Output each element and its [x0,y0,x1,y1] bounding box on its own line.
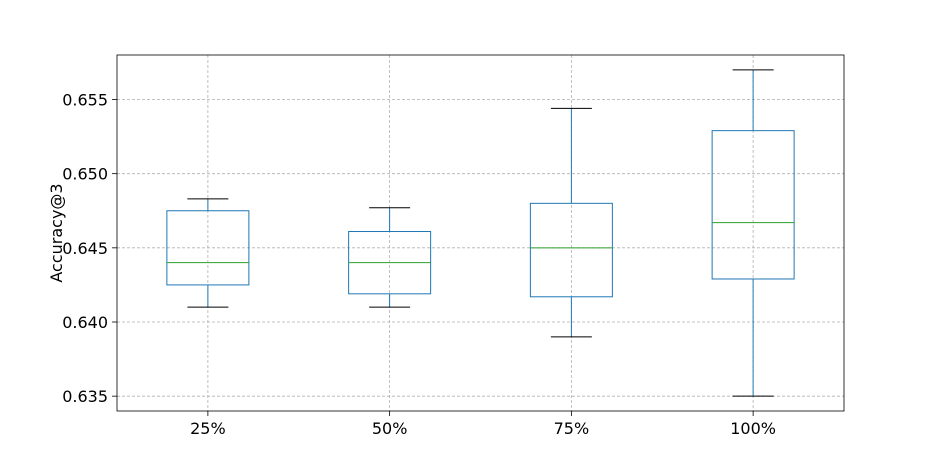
boxes [166,69,795,397]
box-50-pct [348,207,432,308]
box-100-pct [711,69,795,397]
y-tick-label: 0.650 [62,165,108,184]
grid [117,55,844,411]
plot-frame [116,54,845,412]
y-tick-label: 0.655 [62,91,108,110]
iqr-box [711,130,795,280]
x-tick-label: 75% [554,419,590,438]
y-axis-label: Accuracy@3 [47,183,66,282]
y-tick-label: 0.645 [62,239,108,258]
iqr-box [166,210,250,286]
iqr-box [529,202,613,298]
ticks: 0.635 0.640 0.645 0.650 0.655 25% 50% 75% 100% [62,91,776,439]
x-tick-label: 25% [190,419,226,438]
box-25-pct [166,198,250,308]
y-tick-label: 0.640 [62,313,108,332]
box-75-pct [529,107,613,338]
y-tick-label: 0.635 [62,387,108,406]
x-tick-label: 100% [730,419,776,438]
x-tick-label: 50% [372,419,408,438]
